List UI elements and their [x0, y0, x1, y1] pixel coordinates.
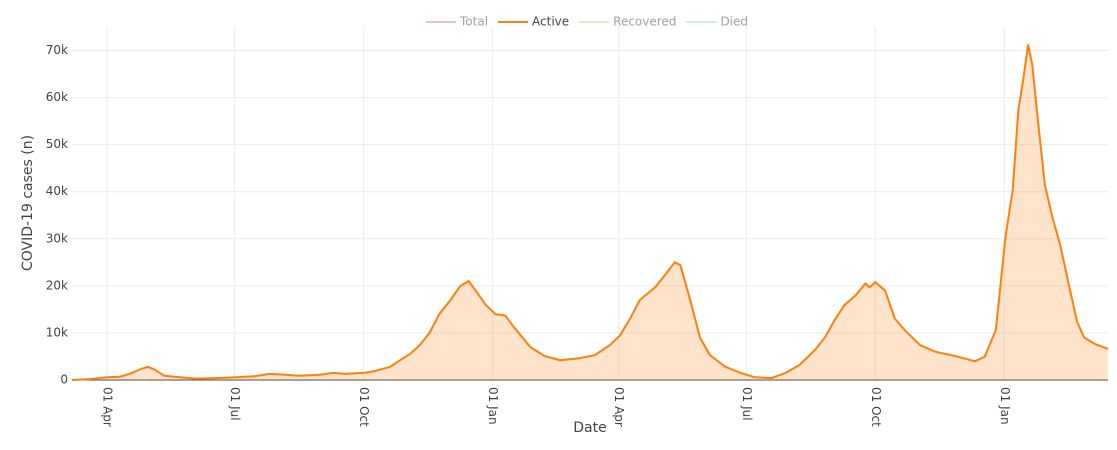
legend: Total Active Recovered Died: [426, 15, 748, 29]
y-tick-label: 40k: [46, 184, 68, 198]
legend-item[interactable]: Active: [498, 15, 569, 29]
y-tick-label: 10k: [46, 325, 68, 339]
x-tick-label: 01 Oct: [869, 387, 883, 427]
x-tick-label: 01 Apr: [101, 387, 115, 427]
x-axis-title: Date: [573, 420, 606, 436]
x-tick-label: 01 Jan: [998, 387, 1012, 425]
y-tick-label: 0: [60, 373, 68, 387]
x-tick-label: 01 Jul: [228, 387, 242, 421]
y-tick-label: 20k: [46, 278, 68, 292]
y-tick-label: 60k: [46, 90, 68, 104]
legend-item[interactable]: Died: [686, 15, 748, 29]
legend-label: Died: [720, 15, 748, 29]
legend-label: Active: [532, 15, 569, 29]
legend-label: Recovered: [613, 15, 676, 29]
legend-item[interactable]: Total: [426, 15, 488, 29]
y-tick-label: 70k: [46, 43, 68, 57]
legend-label: Total: [459, 15, 488, 29]
area-fill: [72, 44, 1108, 381]
x-tick-label: 01 Jan: [486, 387, 500, 425]
x-tick-label: 01 Jul: [740, 387, 754, 421]
x-tick-label: 01 Apr: [612, 387, 626, 427]
y-tick-label: 50k: [46, 137, 68, 151]
y-tick-label: 30k: [46, 231, 68, 245]
y-axis-title: COVID-19 cases (n): [20, 135, 36, 271]
line: [71, 44, 1109, 381]
x-tick-label: 01 Oct: [357, 387, 371, 427]
legend-item[interactable]: Recovered: [579, 15, 676, 29]
